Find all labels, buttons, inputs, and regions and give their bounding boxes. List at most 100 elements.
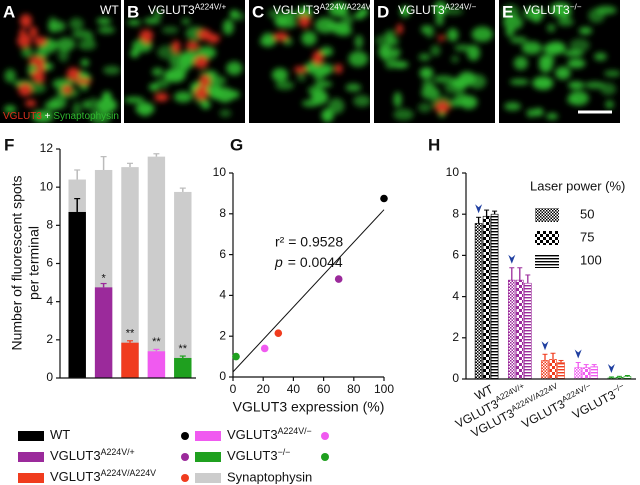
x-tick-label: 100 — [374, 382, 394, 396]
legend-label: VGLUT3−/− — [227, 447, 290, 463]
green-spot — [420, 25, 430, 34]
red-spot — [66, 67, 80, 81]
arrowhead — [541, 341, 549, 351]
bar — [482, 215, 491, 380]
green-spot — [163, 68, 186, 83]
green-spot — [513, 56, 529, 70]
green-spot — [454, 44, 473, 52]
bar — [582, 367, 591, 380]
green-spot — [538, 57, 553, 73]
panel-title-base: VGLUT3 — [398, 3, 445, 17]
significance: ** — [179, 343, 188, 355]
panel-title-sup: A224V/A224V — [320, 2, 372, 11]
bar — [549, 359, 557, 380]
y-tick-label: 8 — [46, 218, 53, 232]
green-spot — [568, 90, 589, 106]
green-spot — [471, 26, 494, 42]
y-tick-label: 2 — [219, 328, 226, 342]
green-spot — [348, 50, 369, 67]
legend-label-sup: A224V/A224V — [101, 468, 157, 478]
panel-letter: B — [127, 2, 139, 21]
significance: * — [101, 272, 106, 284]
red-spot — [29, 26, 38, 38]
green-spot — [328, 98, 345, 114]
green-spot — [127, 19, 141, 26]
legend-swatch — [195, 431, 221, 441]
y-tick-label: 10 — [213, 165, 227, 179]
legend-label-sup: A224V/+ — [101, 447, 135, 457]
green-spot — [400, 6, 411, 18]
red-spot — [273, 32, 289, 41]
red-spot — [19, 14, 32, 28]
green-spot — [353, 95, 370, 107]
x-tick-label: 80 — [347, 382, 361, 396]
red-spot — [18, 82, 33, 97]
legend-dot — [181, 453, 189, 461]
green-spot — [345, 83, 362, 92]
legend-dot — [321, 453, 329, 461]
panel-title-sup: A224V/+ — [195, 2, 227, 11]
green-spot — [546, 113, 558, 120]
x-tick-label: 60 — [317, 382, 331, 396]
green-spot — [567, 58, 586, 69]
legend-label: 100 — [580, 252, 602, 267]
green-spot — [3, 105, 17, 114]
green-spot — [307, 85, 324, 96]
image-blobs — [259, 2, 370, 123]
panel-letter: F — [4, 135, 14, 154]
y-tick-label: 2 — [46, 332, 53, 346]
y-tick-label: 8 — [452, 206, 459, 220]
x-tick-label: 40 — [287, 382, 301, 396]
image-blobs — [501, 2, 620, 120]
green-spot — [353, 12, 365, 20]
green-spot — [124, 96, 145, 104]
red-spot — [139, 29, 154, 42]
green-spot — [267, 8, 283, 19]
bar — [94, 287, 113, 378]
green-spot — [460, 95, 478, 110]
green-spot — [137, 102, 153, 117]
green-spot — [458, 71, 476, 86]
green-spot — [604, 70, 620, 77]
red-spot — [194, 55, 209, 69]
green-spot — [144, 17, 161, 24]
green-spot — [444, 81, 466, 94]
bar — [590, 366, 599, 380]
y-tick-label: 2 — [452, 330, 459, 344]
green-spot — [97, 26, 115, 34]
x-axis-label: VGLUT3 expression (%) — [233, 399, 385, 415]
x-tick-label: 20 — [257, 382, 271, 396]
legend-label: VGLUT3A224V/A224V — [50, 468, 156, 484]
green-spot — [69, 17, 84, 30]
green-spot — [417, 102, 432, 113]
green-spot — [393, 108, 414, 121]
bar — [507, 279, 516, 380]
y-tick-label: 10 — [446, 165, 460, 179]
green-spot — [282, 10, 297, 22]
green-spot — [419, 67, 434, 79]
bar — [490, 213, 499, 380]
green-spot — [555, 66, 571, 80]
green-spot — [4, 69, 16, 83]
green-spot — [503, 15, 524, 30]
green-spot — [433, 75, 454, 84]
y-tick-label: 10 — [40, 179, 54, 193]
red-spot — [396, 23, 403, 35]
p-symbol: p — [274, 254, 283, 270]
y-tick-label: 6 — [452, 248, 459, 262]
green-spot — [261, 32, 276, 47]
green-spot — [605, 100, 614, 109]
scatter-point — [260, 344, 269, 353]
green-spot — [418, 53, 431, 61]
red-spot — [294, 66, 307, 74]
image-panel: A WT — [0, 0, 121, 123]
panel-letter: E — [502, 2, 513, 21]
green-spot — [446, 28, 459, 42]
legend-label: 75 — [580, 229, 594, 244]
bar — [174, 357, 192, 378]
green-spot — [549, 2, 572, 18]
legend-label-base: VGLUT3 — [227, 427, 278, 442]
bar — [574, 367, 583, 380]
panel-letter: A — [3, 2, 15, 21]
